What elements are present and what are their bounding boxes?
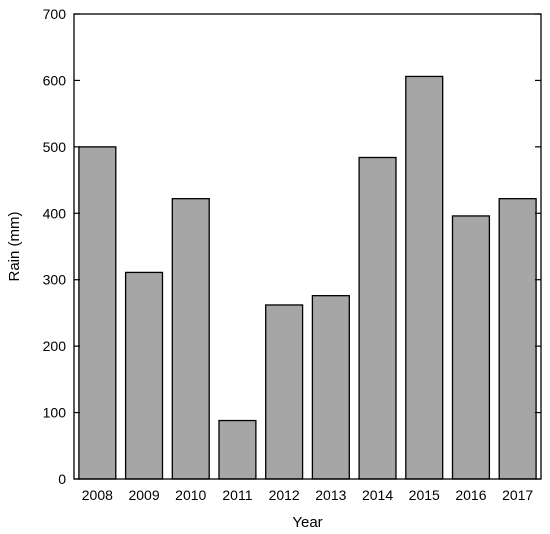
bar-2010	[171, 198, 210, 480]
bar-2015	[405, 75, 444, 480]
x-tick-label-2014: 2014	[362, 487, 393, 503]
y-tick-label-200: 200	[43, 338, 67, 354]
x-axis-tick-labels: 2008 2009 2010 2011 2012 2013 2014 2015 2016 2017	[82, 487, 534, 503]
x-tick-label-2010: 2010	[175, 487, 206, 503]
plot-frame	[73, 13, 542, 480]
x-tick-label-2008: 2008	[82, 487, 113, 503]
x-tick-label-2012: 2012	[269, 487, 300, 503]
bar-2011	[218, 419, 257, 480]
bar-2016	[451, 215, 491, 480]
x-tick-label-2011: 2011	[222, 487, 252, 503]
y-tick-label-400: 400	[43, 205, 67, 221]
y-axis-ticks	[74, 13, 541, 480]
y-tick-label-500: 500	[43, 139, 67, 155]
y-tick-label-300: 300	[43, 272, 67, 288]
x-tick-label-2015: 2015	[409, 487, 440, 503]
bar-2017	[498, 198, 537, 480]
x-axis-label: Year	[292, 514, 322, 531]
x-tick-label-2017: 2017	[502, 487, 533, 503]
bar-2009	[124, 271, 164, 480]
y-tick-label-600: 600	[43, 72, 67, 88]
x-tick-label-2009: 2009	[128, 487, 159, 503]
bar-2008	[78, 146, 117, 480]
x-tick-label-2016: 2016	[455, 487, 486, 503]
bar-2013	[311, 295, 350, 480]
bars	[78, 75, 537, 480]
y-tick-label-700: 700	[43, 6, 67, 22]
bar-2012	[265, 304, 304, 480]
y-tick-label-100: 100	[43, 405, 67, 421]
y-axis-label: Rain (mm)	[6, 211, 23, 281]
y-axis-tick-labels: 0 100 200 300 400 500 600 700	[43, 6, 67, 487]
x-tick-label-2013: 2013	[315, 487, 346, 503]
bar-2014	[358, 156, 397, 480]
y-tick-label-0: 0	[58, 471, 66, 487]
